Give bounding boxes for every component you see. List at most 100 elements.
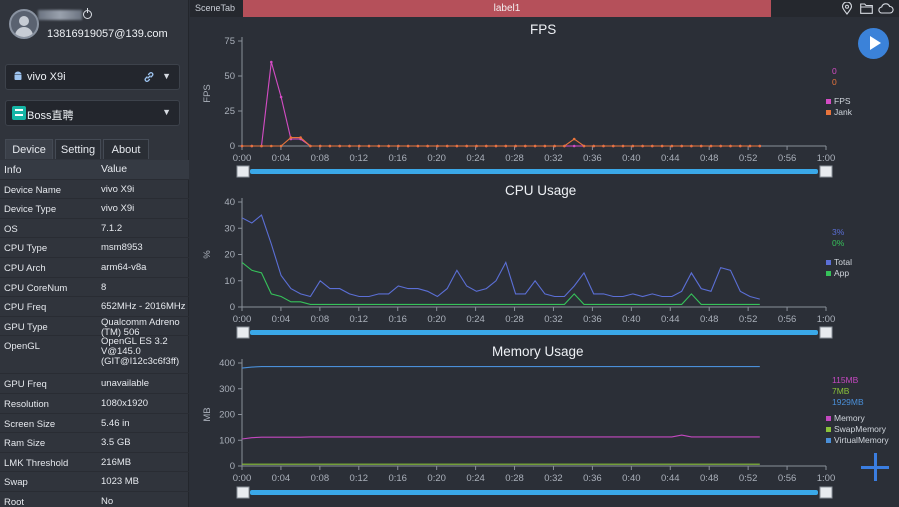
row-key: LMK Threshold: [4, 457, 69, 469]
data-point: [279, 95, 283, 99]
data-point: [270, 60, 273, 64]
slider-handle-left[interactable]: [236, 486, 250, 499]
data-point: [357, 144, 361, 148]
time-range-slider[interactable]: [250, 169, 818, 174]
folder-icon[interactable]: [860, 3, 873, 14]
x-tick-label: 0:32: [544, 153, 563, 164]
slider-handle-left[interactable]: [236, 165, 250, 178]
data-point: [338, 144, 341, 148]
x-tick-label: 0:24: [466, 314, 485, 325]
data-point: [416, 144, 420, 148]
x-tick-label: 0:32: [544, 473, 563, 484]
x-tick-label: 0:16: [388, 314, 407, 325]
pin-icon[interactable]: [841, 2, 853, 15]
y-tick-label: 25: [224, 106, 235, 117]
slider-handle-right[interactable]: [819, 165, 833, 178]
app-select[interactable]: Boss直聘 ▼: [5, 100, 180, 126]
row-key: CPU CoreNum: [4, 282, 68, 294]
data-point: [748, 144, 752, 148]
data-point: [699, 144, 703, 148]
user-email: 13816919057@139.com: [47, 28, 168, 40]
legend-total[interactable]: Total: [826, 257, 852, 268]
legend-swap-memory[interactable]: SwapMemory: [826, 424, 889, 435]
chevron-down-icon[interactable]: ▼: [162, 71, 171, 81]
chevron-down-icon[interactable]: ▼: [162, 107, 171, 117]
device-info-table: Info Value Device Name vivo X9i Device Typ…: [0, 160, 189, 507]
user-name-redacted: [38, 10, 82, 20]
data-point: [494, 144, 498, 148]
data-point: [524, 144, 527, 148]
data-point: [739, 144, 742, 148]
row-key: GPU Type: [4, 321, 48, 333]
link-icon[interactable]: [143, 71, 155, 83]
scene-tab[interactable]: SceneTab: [195, 3, 236, 13]
legend-app[interactable]: App: [826, 268, 852, 279]
row-value: 7.1.2: [101, 222, 123, 234]
table-row: CPU CoreNum 8: [0, 278, 189, 298]
data-point: [758, 144, 762, 148]
row-key: CPU Type: [4, 243, 48, 255]
time-range-slider[interactable]: [250, 490, 818, 495]
tab-about[interactable]: About: [103, 139, 149, 159]
table-row: CPU Freq 652MHz - 2016MHz: [0, 297, 189, 317]
x-tick-label: 0:00: [233, 314, 252, 325]
x-tick-label: 0:20: [427, 473, 446, 484]
x-tick-label: 0:40: [622, 473, 641, 484]
fps-legend: 0 0 FPS Jank: [826, 66, 852, 118]
table-row: Device Type vivo X9i: [0, 199, 189, 219]
x-tick-label: 0:44: [661, 314, 680, 325]
slider-handle-right[interactable]: [819, 326, 833, 339]
legend-jank[interactable]: Jank: [826, 107, 852, 118]
series-line: [241, 261, 760, 305]
x-tick-label: 0:52: [739, 314, 758, 325]
row-value: unavailable: [101, 378, 150, 390]
data-point: [602, 144, 605, 148]
table-row: CPU Type msm8953: [0, 238, 189, 258]
data-point: [289, 136, 293, 139]
x-tick-label: 0:44: [661, 153, 680, 164]
row-value: arm64-v8a: [101, 261, 147, 273]
power-icon[interactable]: [83, 8, 92, 19]
device-select[interactable]: vivo X9i ▼: [5, 64, 180, 90]
x-tick-label: 0:36: [583, 473, 602, 484]
cloud-icon[interactable]: [878, 3, 894, 14]
row-key: Swap: [4, 477, 28, 489]
data-point: [572, 137, 576, 141]
x-tick-label: 0:52: [739, 473, 758, 484]
y-tick-label: 0: [230, 141, 235, 152]
x-tick-label: 0:16: [388, 473, 407, 484]
data-point: [729, 144, 732, 148]
table-header: Info Value: [0, 160, 189, 180]
play-button[interactable]: [858, 28, 889, 59]
data-point: [250, 144, 254, 148]
data-point: [367, 144, 371, 148]
row-value: OpenGL ES 3.2 V@145.0 (GIT@I12c3c6f3ff): [101, 336, 180, 368]
row-value: 8: [101, 281, 107, 293]
x-tick-label: 0:56: [778, 153, 797, 164]
x-tick-label: 0:36: [583, 314, 602, 325]
avatar[interactable]: [9, 9, 39, 39]
user-panel: 13816919057@139.com: [0, 0, 189, 56]
data-point: [621, 144, 625, 148]
x-tick-label: 0:56: [778, 473, 797, 484]
tab-setting[interactable]: Setting: [55, 139, 101, 159]
x-tick-label: 0:08: [311, 153, 330, 164]
slider-handle-left[interactable]: [236, 326, 250, 339]
legend-virtual-memory[interactable]: VirtualMemory: [826, 435, 889, 446]
tab-device[interactable]: Device: [5, 139, 53, 159]
cpu-chart-title: CPU Usage: [505, 183, 577, 198]
legend-memory[interactable]: Memory: [826, 413, 889, 424]
data-point: [670, 144, 674, 148]
y-tick-label: 40: [224, 197, 235, 208]
data-point: [485, 144, 488, 148]
x-tick-label: 0:24: [466, 153, 485, 164]
label-tab[interactable]: label1: [243, 0, 771, 17]
time-range-slider[interactable]: [250, 330, 818, 335]
x-tick-label: 0:40: [622, 314, 641, 325]
x-tick-label: 0:00: [233, 473, 252, 484]
add-button[interactable]: [861, 453, 889, 481]
slider-handle-right[interactable]: [819, 486, 833, 499]
legend-fps[interactable]: FPS: [826, 96, 852, 107]
data-point: [348, 144, 351, 148]
row-key: Root: [4, 496, 25, 507]
